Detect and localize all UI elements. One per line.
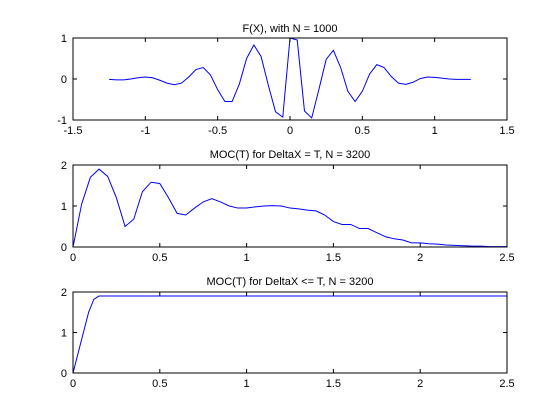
chart-1-xtick-label: 0 xyxy=(287,125,293,137)
chart-1-axes xyxy=(72,37,508,121)
chart-2-xtick-label: 0 xyxy=(70,252,76,264)
chart-2-ytick-label: 1 xyxy=(61,201,67,213)
chart-1-ytick-label: 1 xyxy=(61,33,67,45)
chart-3-xtick-label: 1 xyxy=(244,378,250,390)
chart-3-ytick-label: 1 xyxy=(61,328,67,340)
chart-2-series-line xyxy=(72,168,507,248)
chart-3-xtick-label: 0.5 xyxy=(152,378,167,390)
chart-2-ytick-label: 0 xyxy=(61,242,67,254)
chart-2-xtick-label: 0.5 xyxy=(152,252,167,264)
chart-1-ytick-label: -1 xyxy=(57,115,67,127)
chart-2-xtick-label: 2.5 xyxy=(499,252,514,264)
chart-3-ytick-label: 2 xyxy=(61,287,67,299)
chart-1: F(X), with N = 1000 -1.5 -1 -0.5 0 0.5 1 1.5-1… xyxy=(57,23,514,137)
chart-3-xtick-label: 1.5 xyxy=(326,378,341,390)
chart-1-series-line xyxy=(109,37,471,119)
chart-1-title: F(X), with N = 1000 xyxy=(242,23,337,35)
chart-3-series-line xyxy=(72,295,507,374)
chart-3-ytick-label: 0 xyxy=(61,368,67,380)
chart-3-xtick-label: 0 xyxy=(70,378,76,390)
chart-1-xtick-label: 0.5 xyxy=(355,125,370,137)
chart-2-xtick-label: 2 xyxy=(417,252,423,264)
chart-2: MOC(T) for DeltaX = T, N = 3200 0 0.5 1 1.5… xyxy=(61,149,515,264)
chart-2-ytick-label: 2 xyxy=(61,160,67,172)
chart-2-xtick-label: 1.5 xyxy=(326,252,341,264)
chart-3-xtick-label: 2.5 xyxy=(499,378,514,390)
chart-1-xtick-label: -1.5 xyxy=(64,125,83,137)
chart-1-xtick-label: -1 xyxy=(140,125,150,137)
chart-3-title: MOC(T) for DeltaX <= T, N = 3200 xyxy=(207,276,374,288)
chart-1-xtick-label: 1.5 xyxy=(499,125,514,137)
chart-2-xtick-label: 1 xyxy=(244,252,250,264)
chart-1-ytick-label: 0 xyxy=(61,74,67,86)
chart-3-axes xyxy=(72,291,508,374)
chart-1-xtick-label: -0.5 xyxy=(208,125,227,137)
chart-1-xtick-label: 1 xyxy=(432,125,438,137)
chart-3: MOC(T) for DeltaX <= T, N = 3200 0 0.5 1 1.… xyxy=(61,276,515,390)
chart-2-title: MOC(T) for DeltaX = T, N = 3200 xyxy=(210,149,371,161)
chart-3-xtick-label: 2 xyxy=(417,378,423,390)
